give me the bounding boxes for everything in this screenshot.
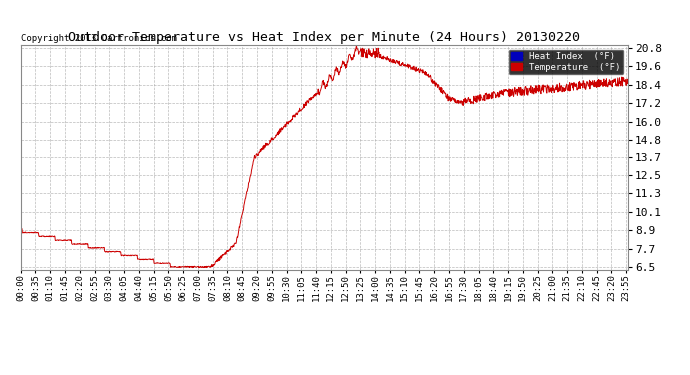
Title: Outdoor Temperature vs Heat Index per Minute (24 Hours) 20130220: Outdoor Temperature vs Heat Index per Mi… [68,31,580,44]
Legend: Heat Index  (°F), Temperature  (°F): Heat Index (°F), Temperature (°F) [509,50,623,74]
Text: Copyright 2013 Cartronics.com: Copyright 2013 Cartronics.com [21,34,177,43]
